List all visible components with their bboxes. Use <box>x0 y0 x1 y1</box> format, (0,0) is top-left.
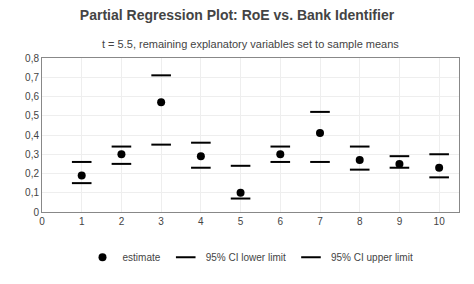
svg-text:7: 7 <box>317 216 323 227</box>
svg-text:95% CI upper limit: 95% CI upper limit <box>331 252 413 263</box>
svg-text:0,6: 0,6 <box>25 91 39 102</box>
svg-text:3: 3 <box>158 216 164 227</box>
svg-text:6: 6 <box>278 216 284 227</box>
svg-text:0,2: 0,2 <box>25 168 39 179</box>
svg-text:0,4: 0,4 <box>25 130 39 141</box>
svg-text:t = 5.5, remaining explanatory: t = 5.5, remaining explanatory variables… <box>102 38 399 50</box>
svg-text:0: 0 <box>39 216 45 227</box>
svg-text:estimate: estimate <box>123 252 161 263</box>
svg-text:0: 0 <box>33 207 39 218</box>
svg-text:95% CI lower limit: 95% CI lower limit <box>206 252 286 263</box>
svg-text:0,8: 0,8 <box>25 53 39 64</box>
svg-text:9: 9 <box>397 216 403 227</box>
svg-text:2: 2 <box>119 216 125 227</box>
svg-text:0,7: 0,7 <box>25 72 39 83</box>
svg-text:4: 4 <box>198 216 204 227</box>
svg-text:0,1: 0,1 <box>25 187 39 198</box>
svg-text:10: 10 <box>434 216 446 227</box>
svg-text:0,5: 0,5 <box>25 110 39 121</box>
svg-text:Partial Regression Plot: RoE v: Partial Regression Plot: RoE vs. Bank Id… <box>80 7 395 23</box>
svg-text:8: 8 <box>357 216 363 227</box>
svg-text:0,3: 0,3 <box>25 149 39 160</box>
svg-text:5: 5 <box>238 216 244 227</box>
svg-text:1: 1 <box>79 216 85 227</box>
